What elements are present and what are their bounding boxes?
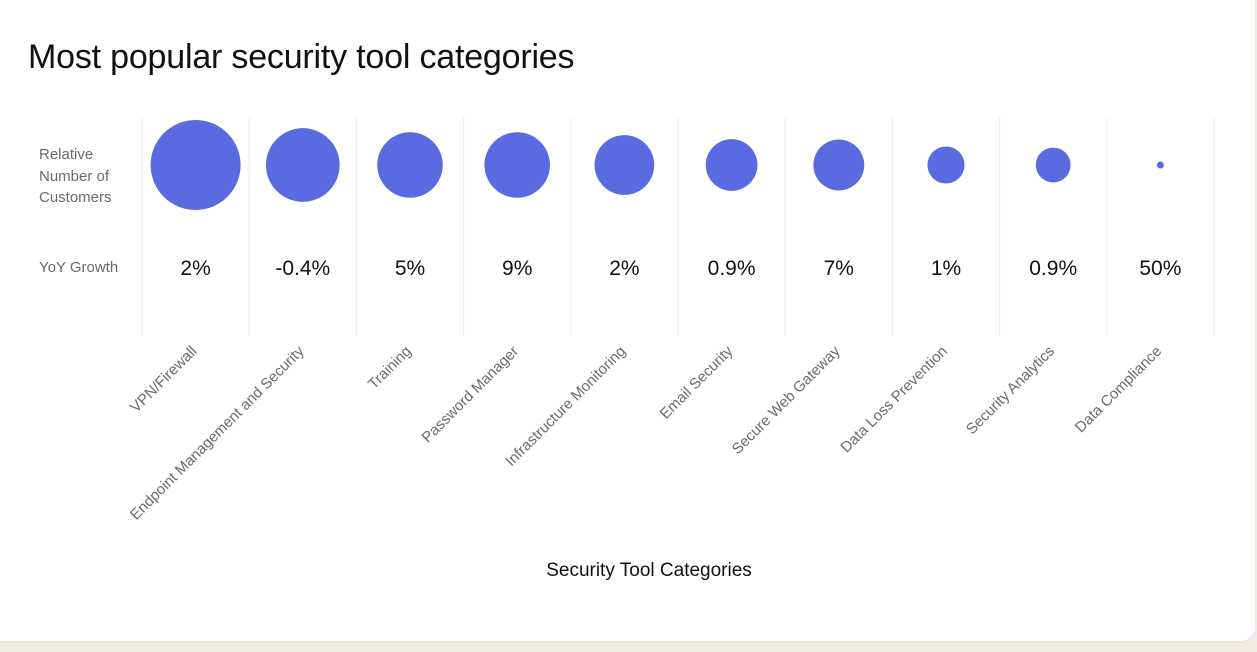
bubble-row-label: Relative Number of Customers <box>39 146 112 206</box>
bubble <box>1156 161 1164 169</box>
category-tick-label: VPN/Firewall <box>127 343 200 416</box>
growth-value-label: 50% <box>1139 257 1181 280</box>
chart-title: Most popular security tool categories <box>28 38 575 76</box>
category-tick-label: Data Compliance <box>1072 343 1165 436</box>
category-tick-label: Security Analytics <box>963 343 1058 438</box>
growth-value-label: 2% <box>609 257 639 280</box>
category-tick-label: Training <box>365 343 415 393</box>
category-tick-label: Email Security <box>657 342 737 422</box>
bubble <box>150 120 241 210</box>
growth-value-label: 0.9% <box>1029 257 1077 280</box>
growth-row-label: YoY Growth <box>39 259 119 276</box>
category-tick-label: Endpoint Management and Security <box>127 342 308 523</box>
bubble <box>705 139 758 191</box>
growth-value-label: 7% <box>824 257 854 280</box>
bubble <box>813 139 865 191</box>
category-tick-label: Infrastructure Monitoring <box>502 343 629 470</box>
bubble <box>1035 147 1071 183</box>
growth-value-label: 1% <box>931 257 961 280</box>
bubble <box>265 128 340 202</box>
category-tick-label: Data Loss Prevention <box>837 343 950 456</box>
category-tick-label: Secure Web Gateway <box>729 342 844 457</box>
x-axis-title: Security Tool Categories <box>546 560 752 581</box>
bubble <box>594 135 655 195</box>
growth-value-label: 5% <box>395 257 425 280</box>
bubble <box>377 132 443 198</box>
growth-value-label: 9% <box>502 257 532 280</box>
growth-value-label: 2% <box>180 257 210 280</box>
category-tick-label: Password Manager <box>419 343 522 446</box>
growth-value-label: 0.9% <box>708 257 756 280</box>
bubble <box>484 132 550 198</box>
growth-value-label: -0.4% <box>275 257 330 280</box>
bubble <box>927 146 965 184</box>
